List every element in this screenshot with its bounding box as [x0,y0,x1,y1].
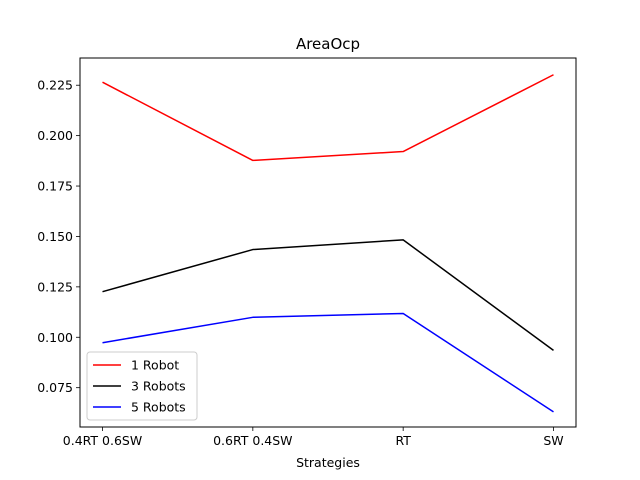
chart-title: AreaOcp [296,35,360,53]
x-tick-label: 0.4RT 0.6SW [63,433,142,448]
legend-label-2: 3 Robots [131,379,186,394]
y-tick-label: 0.100 [37,330,73,345]
x-axis-label: Strategies [296,455,360,470]
y-axis-ticks: 0.075 0.100 0.125 0.150 0.175 0.200 0.225 [37,78,80,395]
legend: 1 Robot 3 Robots 5 Robots [86,351,198,421]
legend-label-3: 5 Robots [131,400,186,415]
series-line-2 [102,239,554,351]
x-tick-label: RT [395,433,411,448]
x-axis-ticks: 0.4RT 0.6SW 0.6RT 0.4SW RT SW [63,427,564,448]
series-line-3 [102,312,554,413]
y-tick-label: 0.175 [37,179,73,194]
series-line-1 [102,74,554,162]
y-tick-label: 0.200 [37,128,73,143]
legend-label-1: 1 Robot [131,358,179,373]
legend-box [86,351,198,421]
y-tick-label: 0.125 [37,279,73,294]
series-layer [102,74,554,413]
y-tick-label: 0.075 [37,380,73,395]
x-tick-label: 0.6RT 0.4SW [213,433,292,448]
y-tick-label: 0.150 [37,229,73,244]
x-tick-label: SW [543,433,563,448]
plot-frame [79,57,577,428]
y-tick-label: 0.225 [37,78,73,93]
